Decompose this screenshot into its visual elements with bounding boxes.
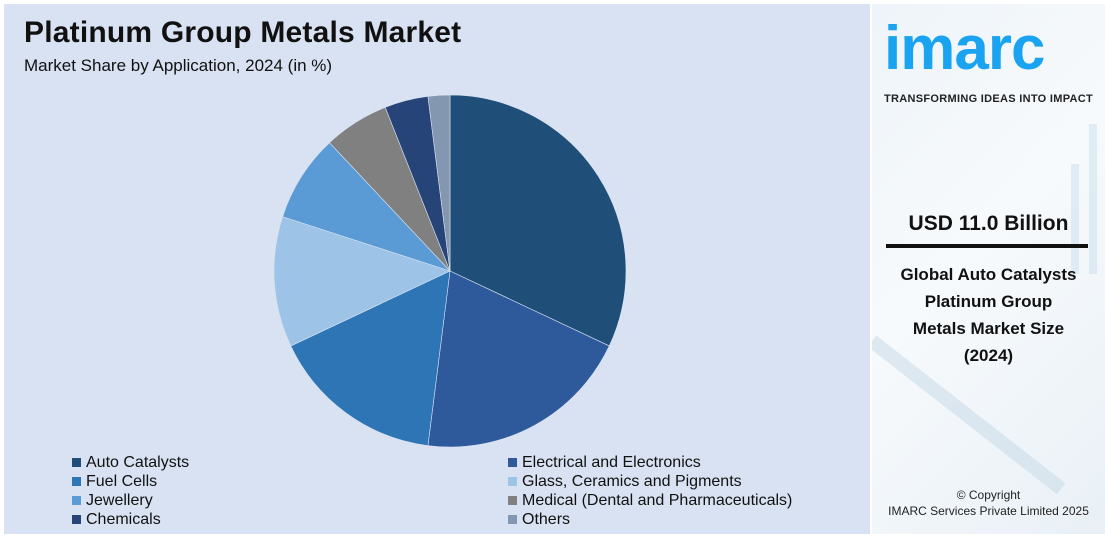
description-line: (2024) — [963, 346, 1014, 365]
legend-item: Electrical and Electronics — [508, 453, 701, 472]
legend-swatch — [72, 458, 81, 467]
sidebar-panel: imarc TRANSFORMING IDEAS INTO IMPACT USD… — [872, 4, 1105, 534]
legend-item: Chemicals — [72, 510, 161, 529]
pie-slice — [290, 270, 451, 446]
pie-slice — [427, 270, 610, 448]
legend-label: Glass, Ceramics and Pigments — [522, 472, 742, 490]
pie-slice — [427, 94, 451, 272]
legend-label: Electrical and Electronics — [522, 453, 701, 471]
pie-chart — [273, 94, 627, 448]
legend-label: Fuel Cells — [86, 472, 158, 490]
chart-title: Platinum Group Metals Market — [24, 16, 462, 49]
legend-item: Jewellery — [72, 491, 153, 510]
legend-item: Medical (Dental and Pharmaceuticals) — [508, 491, 792, 510]
description-line: Global Auto Catalysts — [900, 265, 1077, 284]
description-line: Metals Market Size — [912, 319, 1065, 338]
market-size-value: USD 11.0 Billion — [908, 212, 1069, 235]
background-decoration — [1071, 164, 1079, 274]
chart-subtitle: Market Share by Application, 2024 (in %) — [24, 56, 333, 75]
legend-swatch — [508, 477, 517, 486]
legend-item: Glass, Ceramics and Pigments — [508, 472, 742, 491]
pie-slice — [282, 142, 451, 272]
legend-label: Medical (Dental and Pharmaceuticals) — [522, 491, 793, 509]
pie-slice — [273, 216, 451, 347]
legend-swatch — [508, 515, 517, 524]
chart-panel: Platinum Group Metals Market Market Shar… — [4, 4, 870, 534]
imarc-logo: imarc — [884, 14, 1045, 83]
logo-tagline: TRANSFORMING IDEAS INTO IMPACT — [884, 93, 1094, 105]
legend-swatch — [508, 496, 517, 505]
legend-label: Jewellery — [86, 491, 153, 509]
market-size-description: Global Auto Catalysts Platinum Group Met… — [872, 261, 1105, 369]
divider — [886, 244, 1088, 248]
legend-swatch — [72, 496, 81, 505]
description-line: Platinum Group — [924, 292, 1053, 311]
copyright-line: IMARC Services Private Limited 2025 — [888, 504, 1089, 518]
legend-item: Others — [508, 510, 570, 529]
background-decoration — [1089, 124, 1097, 274]
pie-slice — [449, 94, 627, 347]
legend-swatch — [72, 515, 81, 524]
copyright-line: © Copyright — [956, 488, 1021, 502]
copyright: © Copyright IMARC Services Private Limit… — [872, 487, 1105, 519]
legend-swatch — [508, 458, 517, 467]
legend-label: Chemicals — [86, 510, 161, 528]
legend-item: Fuel Cells — [72, 472, 157, 491]
legend-item: Auto Catalysts — [72, 453, 189, 472]
legend-label: Auto Catalysts — [86, 453, 190, 471]
legend-label: Others — [522, 510, 571, 528]
legend-swatch — [72, 477, 81, 486]
